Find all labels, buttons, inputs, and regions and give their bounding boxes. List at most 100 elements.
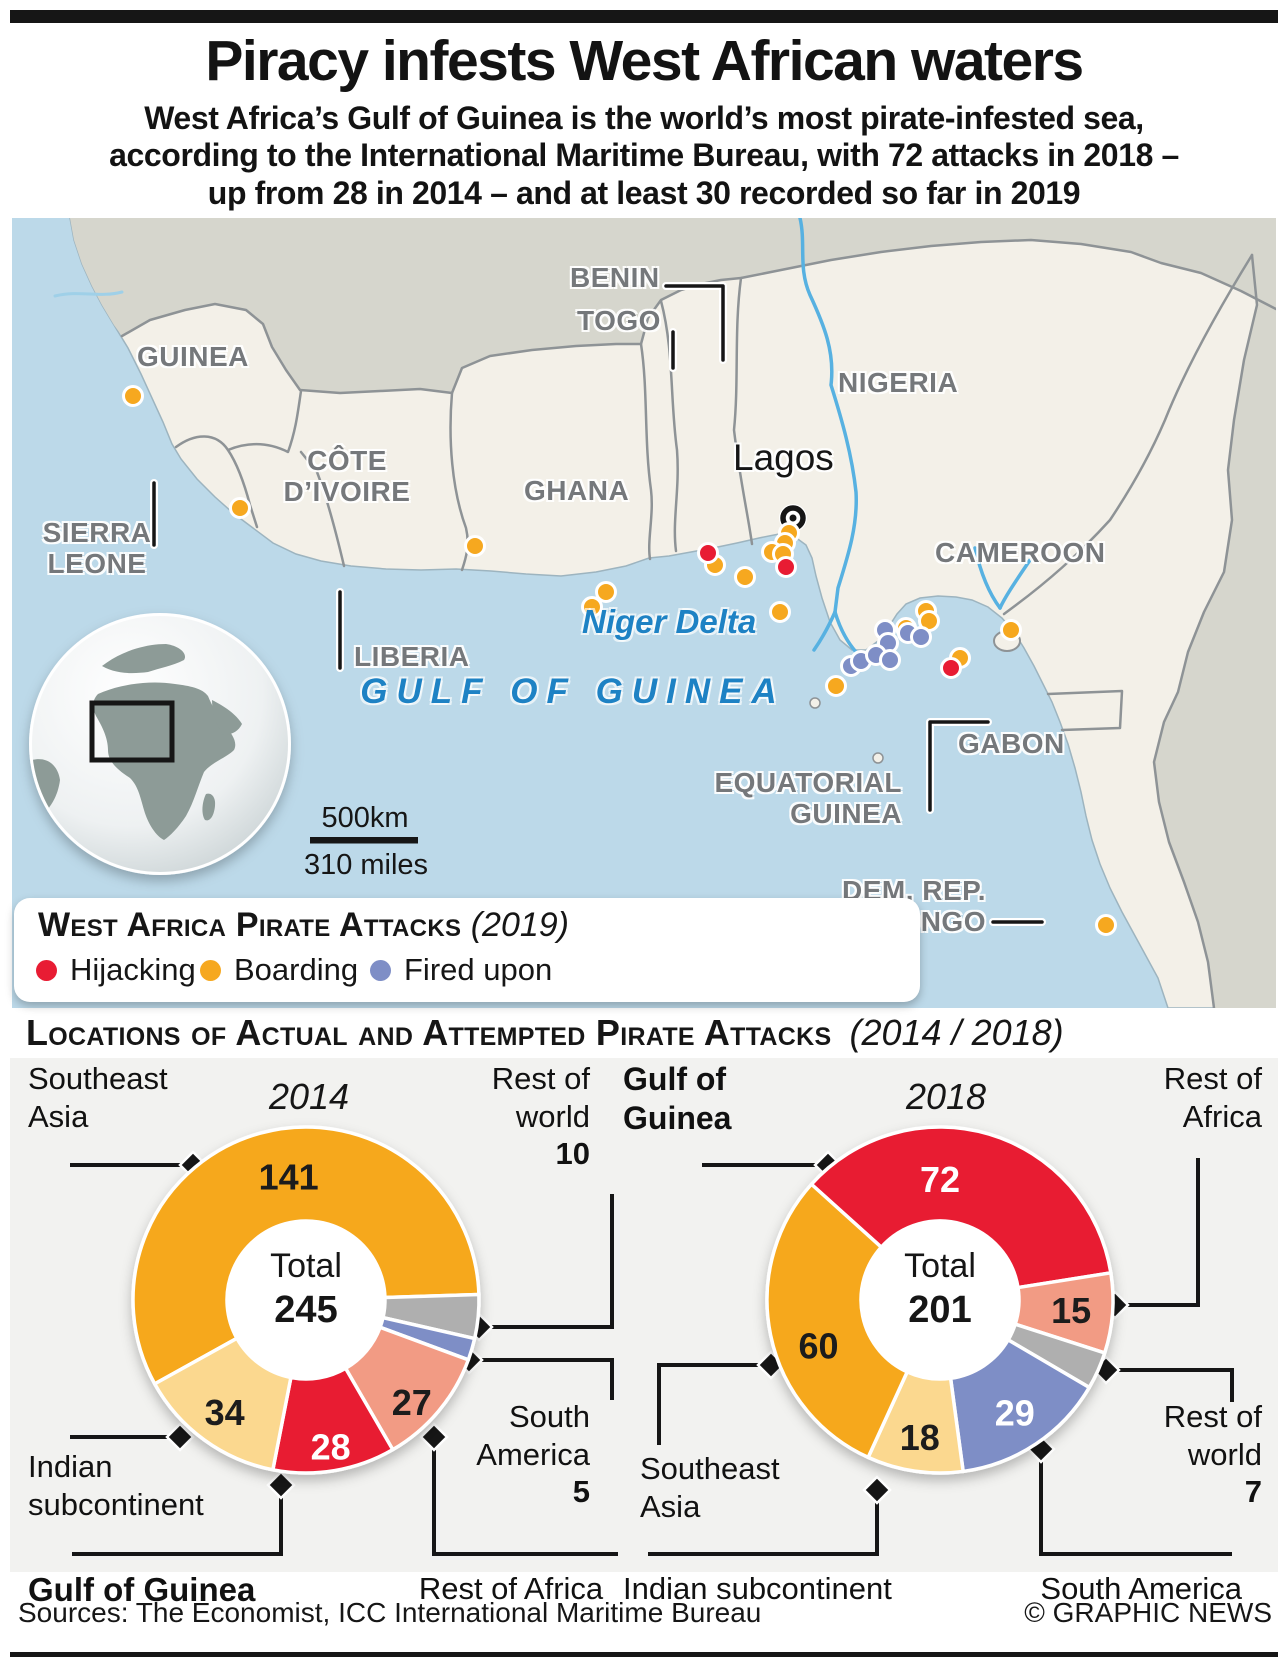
slice-value: 15 xyxy=(1051,1290,1091,1331)
legend-title: West Africa Pirate Attacks (2019) xyxy=(38,906,569,944)
slice-south-america xyxy=(948,1338,1092,1474)
map-label-nigeria: NIGERIA xyxy=(838,367,959,398)
map-label-niger-delta: Niger Delta xyxy=(582,603,757,640)
scale-km: 500km xyxy=(321,802,409,834)
rivers xyxy=(53,218,1032,654)
legend-item-hijacking: Hijacking xyxy=(36,952,196,988)
donut-2014-center: Total 245 xyxy=(270,1247,342,1332)
slice-value: 72 xyxy=(920,1159,960,1200)
label-2014-gulf-of-guinea: Gulf of Guinea xyxy=(28,1571,256,1608)
callout-lines-2014 xyxy=(70,1163,618,1556)
attack-dot-boarding xyxy=(122,385,144,407)
map-label-liberia: LIBERIA xyxy=(354,641,470,672)
label-2014-indian-subcontinent: Indian subcontinent xyxy=(28,1449,204,1522)
fired-upon-dot-icon xyxy=(370,959,391,981)
page-title: Piracy infests West African waters xyxy=(205,29,1084,93)
attack-dot-hijacking xyxy=(697,542,719,564)
donut-hole xyxy=(228,1222,384,1378)
label-2014-rest-of-world: Rest of world 10 xyxy=(491,1061,590,1171)
label-2018-southeast-asia: Southeast Asia xyxy=(640,1451,780,1524)
donut-2014: 141 27 28 34 xyxy=(131,1125,481,1475)
land-other-east xyxy=(1154,255,1276,1008)
land-focus xyxy=(69,218,1276,1008)
slice-southeast-asia xyxy=(131,1125,481,1386)
attack-dot-hijacking xyxy=(940,657,962,679)
label-2018-gulf-of-guinea: Gulf of Guinea xyxy=(623,1061,732,1136)
map-legend: West Africa Pirate Attacks (2019) Hijack… xyxy=(14,898,920,1002)
legend-item-boarding: Boarding xyxy=(200,952,358,988)
bottom-rule xyxy=(10,1652,1278,1657)
country-borders xyxy=(120,238,1276,1008)
label-2014-south-america: South America 5 xyxy=(476,1399,590,1509)
attack-dot-boarding xyxy=(1000,619,1022,641)
map xyxy=(12,218,1276,1008)
map-label-togo: TOGO xyxy=(577,305,661,336)
slice-value: 29 xyxy=(995,1392,1035,1433)
slice-value: 60 xyxy=(798,1325,838,1366)
boarding-dot-icon xyxy=(200,959,221,981)
credit-text: © GRAPHIC NEWS xyxy=(1024,1597,1272,1628)
donut-hole xyxy=(862,1222,1018,1378)
callout-lines-2018 xyxy=(648,1158,1234,1556)
total-2014: 245 xyxy=(274,1289,338,1332)
slice-gulf-of-guinea xyxy=(809,1125,1113,1290)
label-2018-rest-of-africa: Rest of Africa xyxy=(1163,1061,1262,1134)
globe-inset xyxy=(29,613,291,875)
label-2014-rest-of-africa: Rest of Africa xyxy=(418,1571,604,1606)
attack-dot-boarding xyxy=(825,675,847,697)
section-title: Locations of Actual and Attempted Pirate… xyxy=(26,1012,1064,1053)
subtitle-line: up from 28 in 2014 – and at least 30 rec… xyxy=(207,174,1081,211)
map-label-sierra-leone: SIERRA LEONE xyxy=(42,517,152,580)
callout-diamond xyxy=(266,1470,296,1500)
slice-value: 141 xyxy=(259,1157,319,1198)
attack-dot-boarding xyxy=(581,596,603,618)
slice-value: 27 xyxy=(392,1382,432,1423)
attack-dot-boarding xyxy=(1095,914,1117,936)
map-label-cameroon: CAMEROON xyxy=(935,537,1106,568)
map-label-cote-divoire: CÔTE D’IVOIRE xyxy=(283,445,411,508)
attack-dot-boarding xyxy=(229,497,251,519)
donut-2018-center: Total 201 xyxy=(904,1247,976,1332)
slice-value: 18 xyxy=(900,1417,940,1458)
slice-value: 34 xyxy=(205,1392,245,1433)
globe-focus-box xyxy=(89,700,175,763)
attack-dots xyxy=(122,385,1117,936)
legend-item-fired-upon: Fired upon xyxy=(370,952,552,988)
scale-bar xyxy=(310,837,418,844)
map-label-ghana: GHANA xyxy=(524,475,630,506)
attack-dot-boarding xyxy=(595,581,617,603)
total-2018: 201 xyxy=(908,1289,972,1332)
callout-diamond xyxy=(862,1475,892,1505)
attack-dot-fired_upon xyxy=(879,649,901,671)
callout-diamond xyxy=(419,1422,449,1452)
slice-value: 28 xyxy=(311,1427,351,1468)
map-label-equatorial-guinea: EQUATORIAL GUINEA xyxy=(714,767,902,830)
land-other-north xyxy=(70,218,1276,393)
island xyxy=(872,752,884,764)
map-label-gulf-of-guinea: GULF OF GUINEA xyxy=(360,672,786,711)
legend-year: (2019) xyxy=(470,906,569,944)
label-2018-rest-of-world: Rest of world 7 xyxy=(1163,1399,1262,1509)
sources-text: Sources: The Economist, ICC Internationa… xyxy=(18,1597,762,1628)
chart-year-2018: 2018 xyxy=(905,1076,987,1117)
slice-indian-subcontinent xyxy=(152,1336,293,1472)
map-label-gabon: GABON xyxy=(958,728,1065,759)
subtitle-line: West Africa’s Gulf of Guinea is the worl… xyxy=(144,100,1144,136)
attack-dot-boarding xyxy=(734,566,756,588)
map-label-guinea: GUINEA xyxy=(137,341,249,372)
attack-dot-boarding xyxy=(769,601,791,623)
island xyxy=(809,697,821,709)
callout-diamond xyxy=(165,1422,195,1452)
donut-2018: 72 15 29 18 60 xyxy=(765,1125,1115,1475)
attack-dot-fired_upon xyxy=(910,626,932,648)
label-2014-southeast-asia: Southeast Asia xyxy=(28,1061,168,1134)
slice-southeast-asia xyxy=(765,1182,909,1460)
map-label-benin: BENIN xyxy=(570,262,660,293)
hijacking-dot-icon xyxy=(36,959,57,981)
attack-dot-hijacking xyxy=(775,556,797,578)
attack-dot-boarding xyxy=(464,535,486,557)
label-2018-indian-subcontinent: Indian subcontinent xyxy=(623,1571,892,1606)
map-label-lagos: Lagos xyxy=(733,437,834,478)
